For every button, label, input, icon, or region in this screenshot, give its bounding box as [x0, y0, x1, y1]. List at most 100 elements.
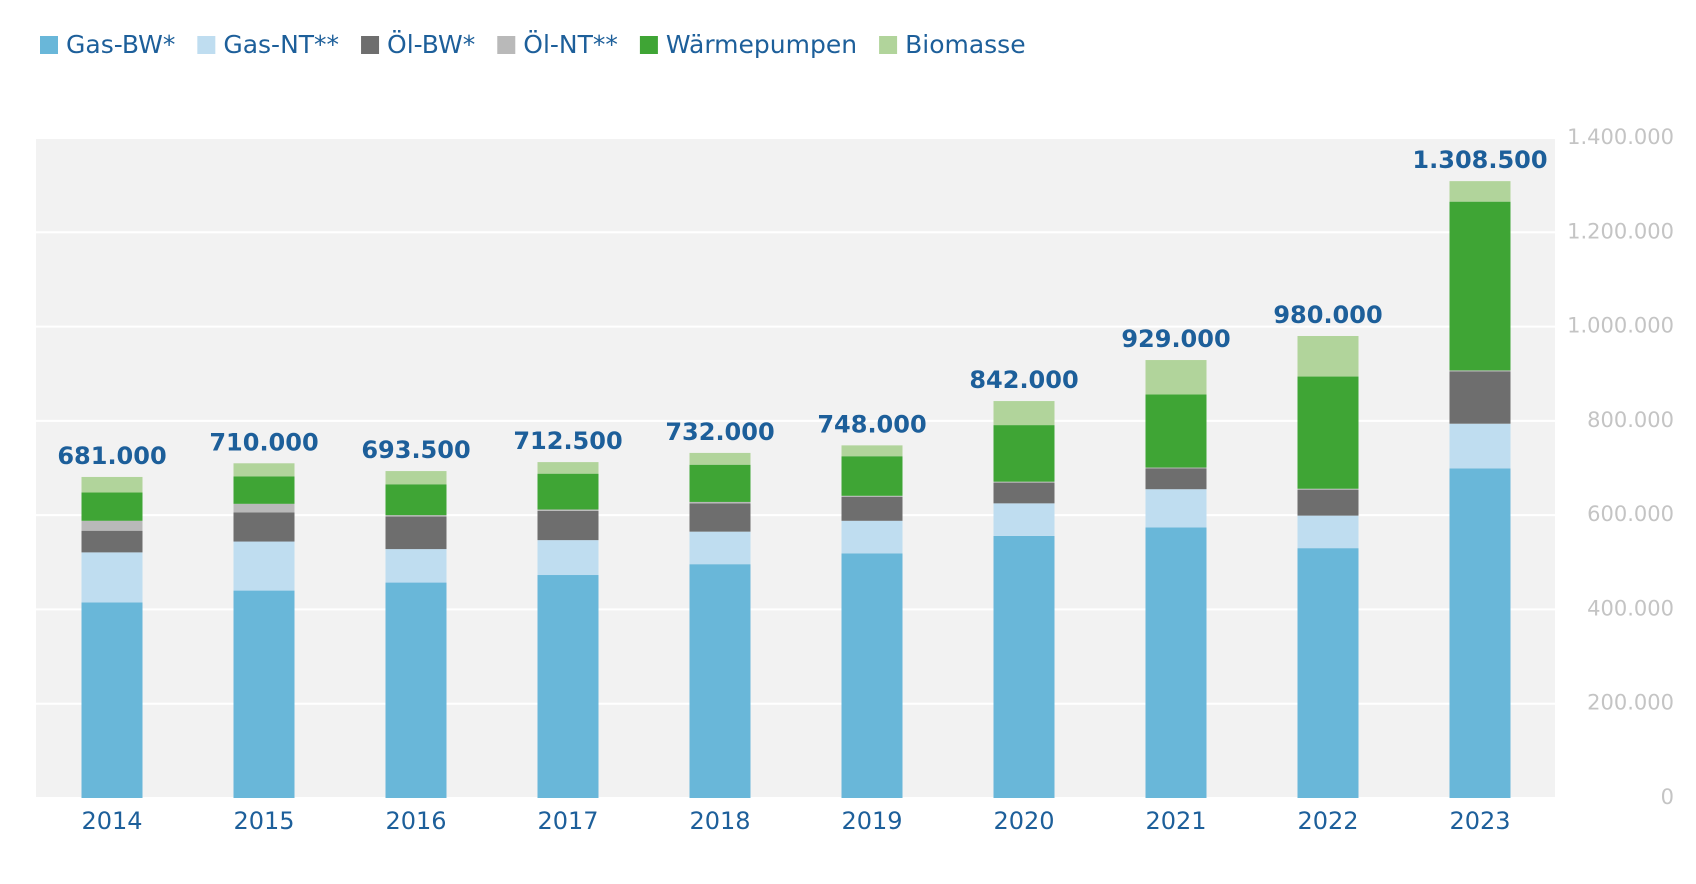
bar-segment: [233, 503, 295, 513]
bar-segment: [1297, 376, 1359, 489]
total-label: 748.000: [817, 410, 926, 438]
legend-label: Öl-BW*: [387, 30, 475, 59]
bar-segment: [385, 515, 447, 517]
legend-label: Gas-NT**: [223, 30, 339, 59]
bar-segment: [689, 564, 751, 798]
bar-segment: [537, 540, 599, 576]
bar-segment: [841, 496, 903, 521]
bar-segment: [993, 482, 1055, 504]
bar-segment: [1297, 488, 1359, 490]
bar-segment: [1297, 515, 1359, 549]
bar-segment: [81, 520, 143, 531]
bar-segment: [993, 481, 1055, 483]
bar-segment: [993, 503, 1055, 536]
bar-segment: [841, 495, 903, 497]
bar-segment: [385, 471, 447, 485]
bar-segment: [841, 445, 903, 457]
bar-segment: [1145, 468, 1207, 490]
total-label: 842.000: [969, 366, 1078, 394]
bar-segment: [537, 575, 599, 798]
bar-segment: [1297, 489, 1359, 516]
x-tick-label: 2023: [1449, 807, 1510, 835]
y-tick-label: 400.000: [1587, 596, 1674, 620]
total-label: 693.500: [361, 436, 470, 464]
bar-segment: [537, 510, 599, 541]
bar-segment: [385, 549, 447, 583]
bar-segment: [689, 503, 751, 532]
legend-swatch: [197, 36, 216, 54]
legend-swatch: [639, 36, 658, 54]
bar-segment: [1449, 371, 1511, 424]
bar-segment: [1449, 201, 1511, 371]
bar-segment: [689, 501, 751, 504]
y-tick-label: 0: [1661, 785, 1674, 809]
bar-segment: [233, 590, 295, 798]
bar-segment: [841, 553, 903, 798]
bar-segment: [537, 473, 599, 510]
bar-segment: [81, 530, 143, 553]
bar-segment: [81, 492, 143, 521]
legend-swatch: [361, 36, 380, 54]
bar-segment: [993, 535, 1055, 798]
x-tick-label: 2018: [689, 807, 750, 835]
bar-segment: [1145, 394, 1207, 468]
bar-segment: [841, 456, 903, 496]
bar-segment: [233, 512, 295, 542]
total-label: 710.000: [209, 428, 318, 456]
x-tick-label: 2021: [1145, 807, 1206, 835]
bar-segment: [1145, 527, 1207, 798]
legend-label: Gas-BW*: [66, 30, 175, 59]
y-tick-label: 200.000: [1587, 691, 1674, 715]
legend-swatch: [40, 36, 58, 54]
bar-segment: [1145, 360, 1207, 395]
bar-segment: [1297, 548, 1359, 798]
legend-label: Öl-NT**: [523, 30, 618, 59]
bar-segment: [689, 452, 751, 465]
total-label: 1.308.500: [1412, 146, 1547, 174]
total-label: 929.000: [1121, 325, 1230, 353]
x-tick-label: 2019: [841, 807, 902, 835]
x-tick-label: 2016: [385, 807, 446, 835]
bar-segment: [81, 602, 143, 798]
bar-segment: [993, 401, 1055, 426]
bar-segment: [81, 552, 143, 603]
bar-segment: [1145, 489, 1207, 528]
x-tick-label: 2017: [537, 807, 598, 835]
bar-segment: [1449, 468, 1511, 798]
x-tick-label: 2015: [233, 807, 294, 835]
x-tick-label: 2014: [81, 807, 142, 835]
bar-segment: [689, 464, 751, 502]
legend-swatch: [879, 36, 898, 54]
legend-label: Wärmepumpen: [666, 30, 857, 59]
bar-segment: [233, 541, 295, 591]
total-label: 712.500: [513, 427, 622, 455]
y-tick-label: 600.000: [1587, 502, 1674, 526]
bar-segment: [537, 462, 599, 474]
bar-segment: [1449, 181, 1511, 202]
bar-segment: [993, 425, 1055, 482]
bar-segment: [537, 509, 599, 511]
bar-segment: [385, 582, 447, 798]
bar-segment: [233, 463, 295, 477]
total-label: 681.000: [57, 442, 166, 470]
bar-segment: [385, 516, 447, 550]
legend-swatch: [497, 36, 516, 54]
bar-segment: [385, 484, 447, 516]
total-label: 732.000: [665, 418, 774, 446]
bar-segment: [233, 476, 295, 504]
bar-segment: [1297, 336, 1359, 377]
x-tick-label: 2020: [993, 807, 1054, 835]
bar-segment: [1449, 370, 1511, 372]
bar-segment: [841, 520, 903, 554]
legend-label: Biomasse: [905, 30, 1026, 59]
y-tick-label: 800.000: [1587, 408, 1674, 432]
y-tick-label: 1.400.000: [1567, 125, 1674, 149]
bar-segment: [1449, 423, 1511, 469]
y-tick-label: 1.200.000: [1567, 219, 1674, 243]
total-label: 980.000: [1273, 301, 1382, 329]
x-tick-label: 2022: [1297, 807, 1358, 835]
bar-segment: [1145, 467, 1207, 469]
bar-segment: [689, 531, 751, 565]
bar-segment: [81, 476, 143, 493]
